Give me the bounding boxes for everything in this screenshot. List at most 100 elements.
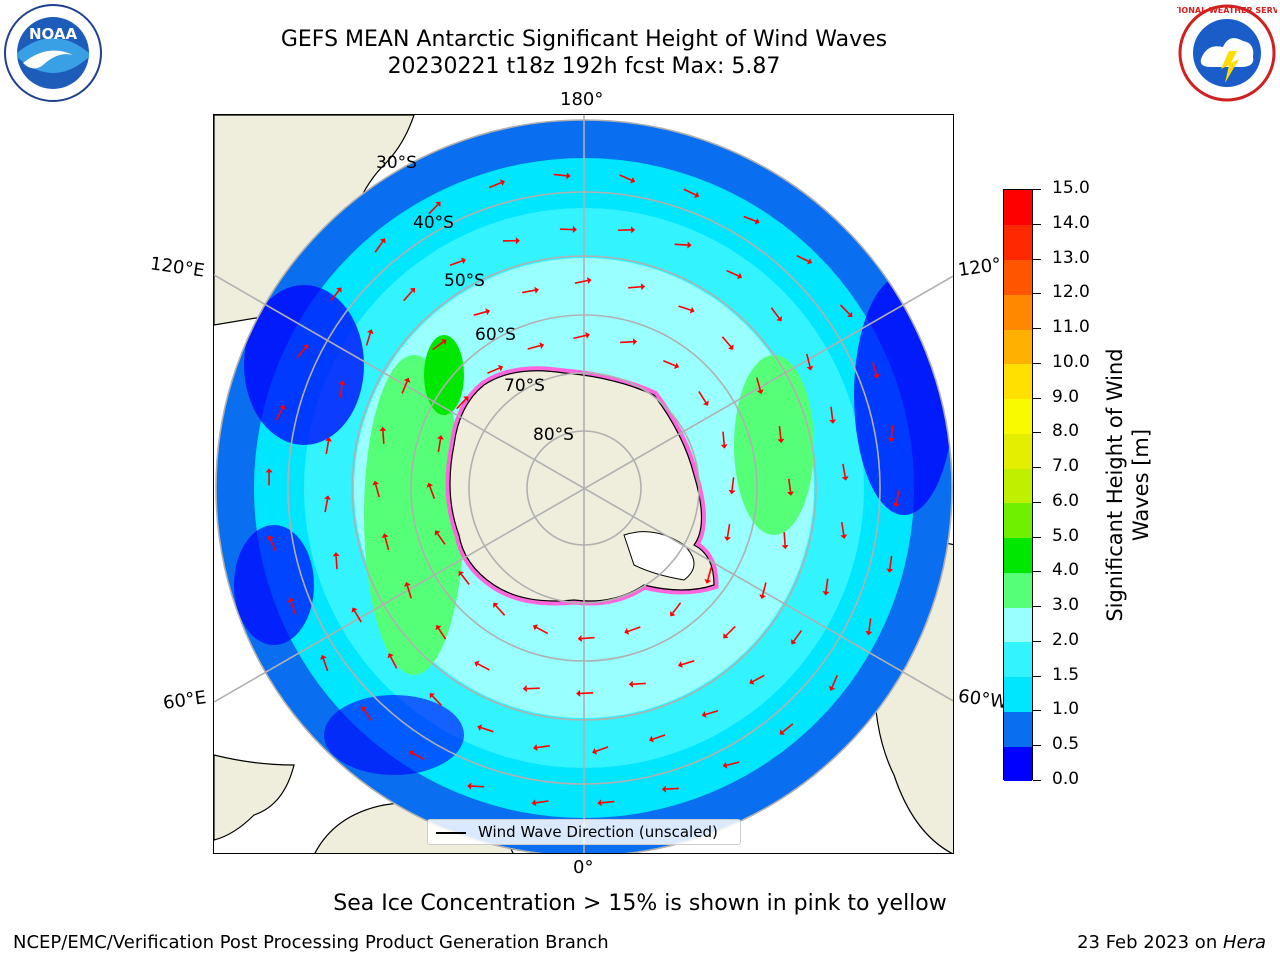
wind-arrow	[527, 344, 541, 350]
lat-label-30s: 30°S	[376, 153, 417, 173]
wind-arrow	[619, 174, 632, 181]
wind-arrow-head	[829, 419, 837, 424]
wind-arrow-head	[886, 568, 894, 573]
wind-arrow	[324, 499, 329, 513]
wind-arrow	[778, 426, 782, 440]
wind-arrow-head	[338, 380, 346, 385]
wind-arrow-head	[689, 306, 695, 314]
wind-arrow	[488, 181, 502, 189]
wind-arrow-head	[474, 660, 480, 668]
colorbar-segment	[1004, 329, 1032, 365]
wind-arrow	[382, 430, 385, 444]
colorbar-tick-label: 7.0	[1052, 456, 1080, 477]
wind-arrow	[473, 310, 487, 316]
wind-arrow-head	[320, 654, 327, 660]
wind-arrow-head	[756, 389, 764, 395]
chart-subtitle: 20230221 t18z 192h fcst Max: 5.87	[387, 54, 781, 79]
wind-arrow-head	[806, 258, 813, 265]
legend-line-swatch	[436, 832, 466, 834]
wind-arrow	[889, 555, 893, 570]
colorbar-tick	[1033, 536, 1041, 538]
wind-arrow-head	[572, 226, 577, 234]
colorbar-tick	[1033, 780, 1041, 781]
wind-arrow	[782, 723, 794, 733]
map-canvas	[214, 115, 953, 853]
colorbar-tick	[1033, 328, 1041, 330]
nws-logo-text: NATIONAL WEATHER SERVICE	[1177, 6, 1277, 15]
wind-arrow	[374, 241, 384, 253]
wind-arrow	[665, 787, 679, 790]
colorbar-segment	[1004, 607, 1032, 643]
wind-arrow-head	[728, 489, 736, 495]
wind-arrow	[783, 532, 786, 546]
colorbar-tick	[1033, 640, 1041, 642]
wind-arrow-head	[458, 571, 465, 577]
wind-arrow	[553, 173, 567, 177]
wind-arrow-head	[806, 365, 814, 371]
colorbar-tick-label: 12.0	[1052, 282, 1090, 303]
polar-map	[213, 114, 954, 854]
colorbar-segment	[1004, 711, 1032, 747]
wind-arrow-head	[704, 578, 712, 584]
wind-arrow-head	[477, 724, 483, 731]
wind-arrow	[437, 438, 442, 452]
lon-label-120w: 120°	[956, 254, 1003, 281]
colorbar-tick	[1033, 571, 1041, 573]
wind-arrow	[678, 305, 692, 311]
wind-arrow	[726, 524, 731, 538]
colorbar-tick	[1033, 467, 1041, 469]
wind-arrow-head	[467, 782, 472, 790]
lat-label-70s: 70°S	[504, 376, 545, 396]
wind-arrow-head	[841, 476, 849, 481]
wind-arrow-head	[631, 226, 636, 234]
wind-arrow-head	[463, 396, 469, 402]
wind-arrow-head	[632, 338, 638, 346]
lon-label-60w: 60°W	[956, 685, 1009, 714]
wind-arrow	[325, 440, 330, 455]
wind-arrow-head	[701, 711, 707, 718]
wind-arrow	[429, 486, 436, 499]
chart-title: GEFS MEAN Antarctic Significant Height o…	[280, 27, 888, 52]
wind-arrow	[756, 377, 762, 391]
colorbar-tick	[1033, 397, 1041, 399]
wind-arrow-head	[336, 287, 342, 293]
wind-arrow	[535, 800, 549, 804]
colorbar-tick	[1033, 501, 1041, 503]
colorbar-title-line1: Significant Height of Wind	[1103, 348, 1127, 622]
wind-arrow	[437, 627, 447, 640]
wind-arrow-head	[887, 437, 895, 443]
wind-arrow-head	[737, 272, 743, 280]
wind-arrow	[620, 340, 634, 344]
wind-arrow	[431, 695, 443, 706]
wind-arrow-head	[325, 437, 332, 442]
wind-arrow	[401, 381, 408, 394]
wind-arrow-head	[267, 535, 274, 541]
colorbar-segment	[1004, 468, 1032, 504]
lon-label-0: 0°	[573, 857, 594, 878]
wind-arrow	[830, 406, 834, 420]
wind-arrow	[403, 290, 413, 302]
wind-arrow	[471, 785, 485, 788]
colorbar-tick	[1033, 362, 1041, 364]
wind-arrow-head	[499, 179, 505, 186]
wind-arrow	[743, 215, 757, 222]
wind-arrow-head	[434, 530, 441, 536]
wind-arrow	[721, 336, 732, 348]
wind-arrow-head	[873, 373, 880, 379]
wind-arrow	[456, 398, 467, 410]
graticule	[214, 115, 953, 853]
wind-arrow	[389, 656, 398, 669]
wind-arrow-head	[366, 329, 374, 334]
colorbar-title: Significant Height of Wind Waves [m]	[1102, 325, 1154, 645]
wind-arrow-head	[566, 172, 571, 180]
colorbar-tick	[1033, 432, 1041, 434]
wind-arrow-head	[265, 468, 273, 473]
wind-arrow	[752, 674, 765, 683]
wind-arrow	[536, 626, 549, 635]
wind-arrow-head	[441, 339, 447, 345]
wind-arrow	[632, 682, 646, 685]
credit-text: NCEP/EMC/Verification Post Processing Pr…	[13, 932, 609, 953]
wind-arrow	[825, 578, 829, 592]
colorbar-tick-label: 13.0	[1052, 247, 1090, 268]
wind-arrow-head	[324, 495, 331, 500]
